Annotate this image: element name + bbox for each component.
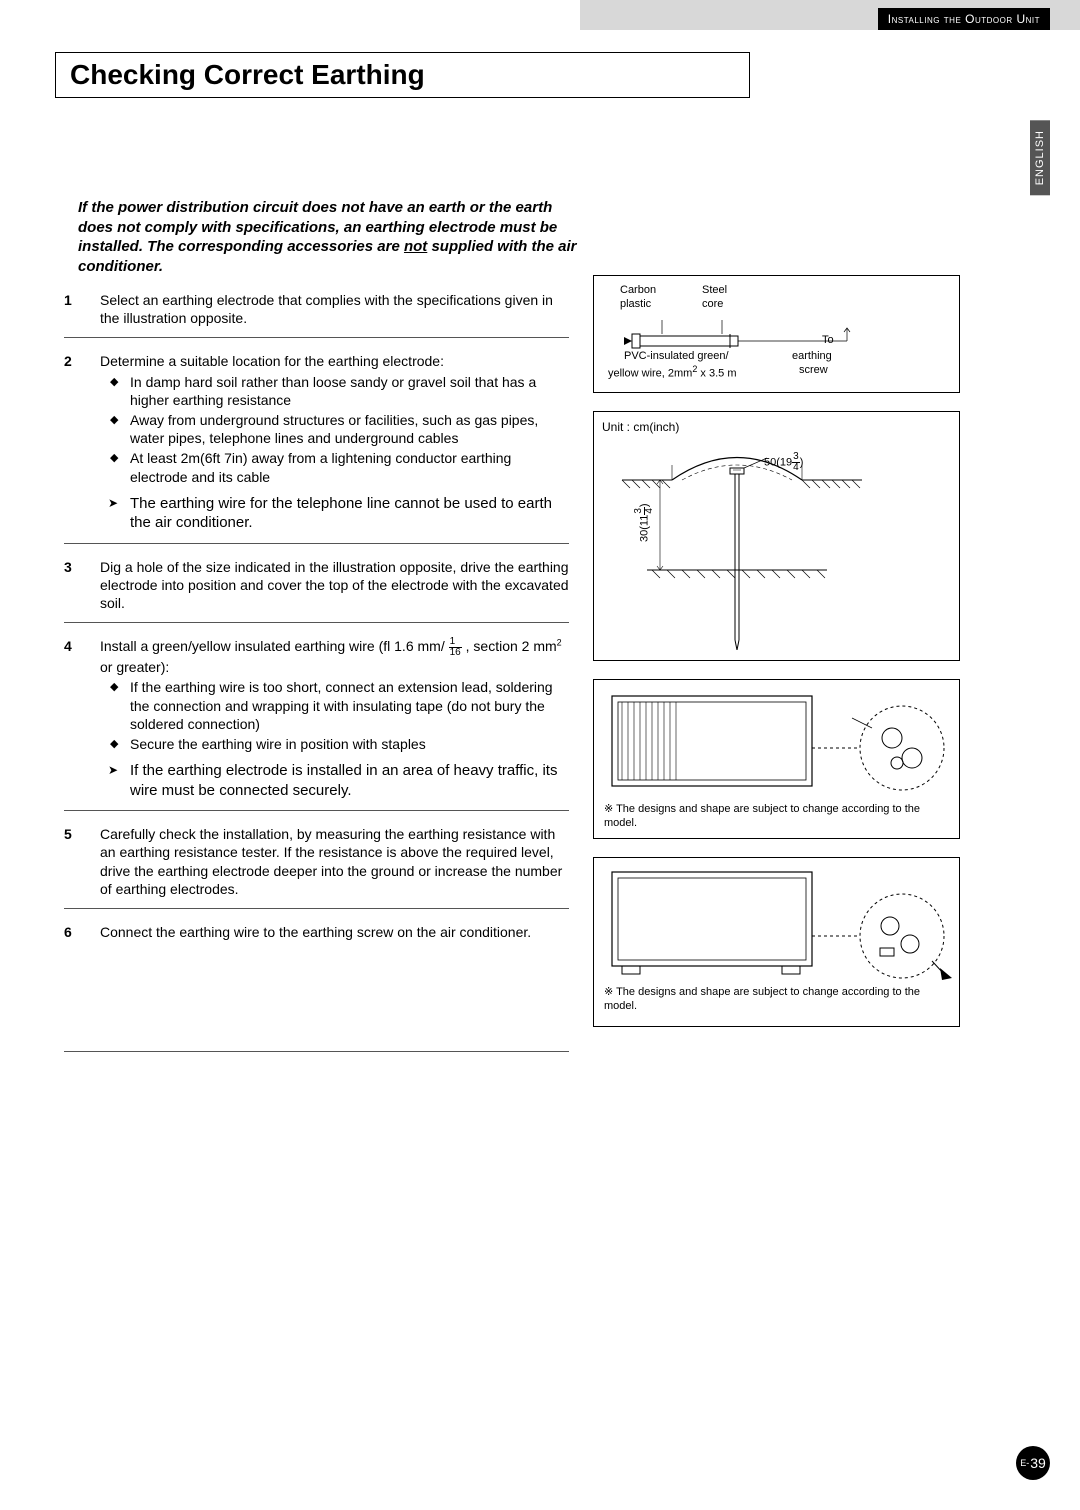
- figure-note: ※ The designs and shape are subject to c…: [602, 798, 951, 833]
- step-body: Carefully check the installation, by mea…: [100, 825, 569, 898]
- intro-paragraph: If the power distribution circuit does n…: [78, 198, 678, 276]
- label-screw: screw: [799, 364, 828, 376]
- note-list: If the earthing electrode is installed i…: [100, 761, 569, 800]
- label-steel: Steel: [702, 284, 727, 296]
- step-5: 5 Carefully check the installation, by m…: [64, 819, 569, 909]
- step-3: 3 Dig a hole of the size indicated in th…: [64, 552, 569, 624]
- page-number-prefix: E-: [1020, 1458, 1029, 1468]
- label-carbon: Carbon: [620, 284, 656, 296]
- label-earthing: earthing: [792, 350, 832, 362]
- bullet: If the earthing wire is too short, conne…: [100, 678, 569, 733]
- step-num: 2: [64, 352, 100, 532]
- figures-column: Carbon plastic Steel core PVC-insulated …: [593, 275, 960, 1045]
- step-body: Dig a hole of the size indicated in the …: [100, 558, 569, 613]
- figure-electrode-spec: Carbon plastic Steel core PVC-insulated …: [593, 275, 960, 393]
- figure-outdoor-unit-2: ※ The designs and shape are subject to c…: [593, 857, 960, 1027]
- bullet-list: In damp hard soil rather than loose sand…: [100, 373, 569, 486]
- figure-note: ※ The designs and shape are subject to c…: [602, 981, 951, 1016]
- bullet: At least 2m(6ft 7in) away from a lighten…: [100, 449, 569, 485]
- final-rule: [64, 1051, 569, 1052]
- label-to: To: [822, 334, 834, 346]
- bullet-list: If the earthing wire is too short, conne…: [100, 678, 569, 753]
- section-banner-text: Installing the Outdoor Unit: [888, 12, 1040, 26]
- bullet: Secure the earthing wire in position wit…: [100, 735, 569, 753]
- bullet: In damp hard soil rather than loose sand…: [100, 373, 569, 409]
- step-6: 6 Connect the earthing wire to the earth…: [64, 917, 569, 951]
- fraction: 116: [449, 637, 462, 658]
- note: If the earthing electrode is installed i…: [100, 761, 569, 800]
- step-num: 1: [64, 291, 100, 327]
- steps-list: 1 Select an earthing electrode that comp…: [64, 285, 569, 1052]
- label-plastic: plastic: [620, 298, 651, 310]
- step-lead-c: or greater):: [100, 659, 169, 675]
- label-wire-a: PVC-insulated green/: [624, 350, 729, 362]
- step-2: 2 Determine a suitable location for the …: [64, 346, 569, 543]
- step-lead: Dig a hole of the size indicated in the …: [100, 559, 569, 611]
- step-body: Install a green/yellow insulated earthin…: [100, 637, 569, 800]
- note: The earthing wire for the telephone line…: [100, 494, 569, 533]
- figure-hole-dimensions: Unit : cm(inch): [593, 411, 960, 661]
- figure-outdoor-unit-1: ※ The designs and shape are subject to c…: [593, 679, 960, 839]
- page-number-badge: E-39: [1016, 1446, 1050, 1480]
- step-num: 3: [64, 558, 100, 613]
- label-core: core: [702, 298, 723, 310]
- step-body: Select an earthing electrode that compli…: [100, 291, 569, 327]
- step-num: 6: [64, 923, 100, 941]
- unit-label: Unit : cm(inch): [602, 420, 951, 434]
- dim-width: 50(1934): [764, 452, 803, 473]
- superscript: 2: [557, 638, 562, 648]
- intro-line3a: installed. The corresponding accessories…: [78, 238, 404, 255]
- section-banner: Installing the Outdoor Unit: [878, 8, 1050, 30]
- intro-line4: conditioner.: [78, 258, 163, 275]
- step-num: 5: [64, 825, 100, 898]
- step-lead: Determine a suitable location for the ea…: [100, 353, 444, 369]
- label-wire-line2: yellow wire, 2mm2 x 3.5 m: [608, 364, 737, 380]
- note-list: The earthing wire for the telephone line…: [100, 494, 569, 533]
- intro-line3b: supplied with the air: [427, 238, 576, 255]
- step-lead: Carefully check the installation, by mea…: [100, 826, 562, 897]
- outdoor-unit-1-svg: [602, 688, 952, 798]
- step-body: Determine a suitable location for the ea…: [100, 352, 569, 532]
- page-title: Checking Correct Earthing: [70, 59, 735, 91]
- step-body: Connect the earthing wire to the earthin…: [100, 923, 569, 941]
- step-num: 4: [64, 637, 100, 800]
- step-lead: Select an earthing electrode that compli…: [100, 292, 553, 326]
- language-tab-text: ENGLISH: [1034, 130, 1046, 185]
- page-title-box: Checking Correct Earthing: [55, 52, 750, 98]
- dim-height: 30(1134): [634, 503, 655, 542]
- outdoor-unit-2-svg: [602, 866, 952, 981]
- intro-line1: If the power distribution circuit does n…: [78, 199, 552, 216]
- intro-line2: does not comply with specifications, an …: [78, 219, 557, 236]
- bullet: Away from underground structures or faci…: [100, 411, 569, 447]
- step-lead-b: , section 2 mm: [462, 638, 557, 654]
- step-4: 4 Install a green/yellow insulated earth…: [64, 631, 569, 811]
- intro-not: not: [404, 238, 427, 255]
- step-lead-a: Install a green/yellow insulated earthin…: [100, 638, 449, 654]
- language-tab: ENGLISH: [1030, 120, 1050, 195]
- step-1: 1 Select an earthing electrode that comp…: [64, 285, 569, 338]
- step-lead: Connect the earthing wire to the earthin…: [100, 924, 531, 940]
- page-number: 39: [1030, 1455, 1046, 1471]
